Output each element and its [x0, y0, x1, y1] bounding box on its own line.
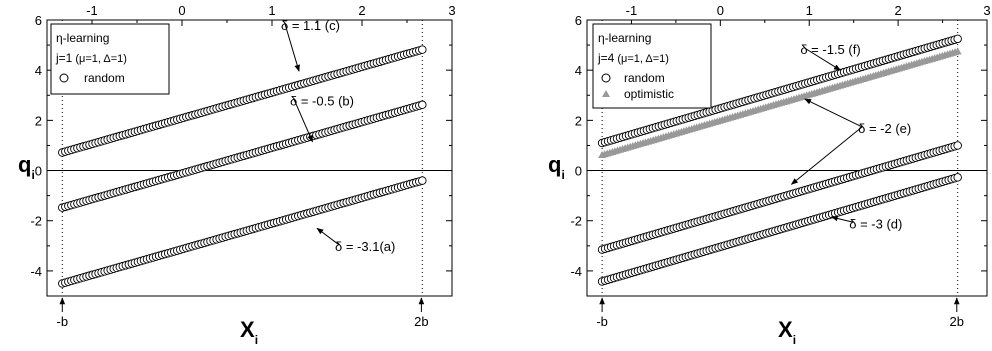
right-y-tick-label: 6 [575, 13, 582, 28]
right-x-axis-title-main: X [778, 317, 793, 342]
right-series-2 [597, 141, 962, 254]
left-top-tick-label: -1 [86, 3, 98, 18]
left-chart-panel: -4 -2 0 2 4 6 -1 0 1 2 3 -b 2b η-learning j=1 (μ=1, Δ… [18, 3, 456, 347]
left-series-0-point [418, 45, 427, 54]
right-y-tick-label: -4 [570, 264, 582, 279]
right-annotation-f-arrow [804, 47, 841, 71]
right-legend-box [592, 23, 712, 109]
right-series-3-point [953, 173, 962, 182]
right-annotation-e: δ = -2 (e) [858, 121, 911, 136]
left-annotation-b: δ = -0.5 (b) [290, 93, 354, 108]
right-y-axis-title-sub: i [561, 168, 564, 182]
left-series-1-point [418, 100, 427, 110]
left-y-axis-title-sub: i [31, 168, 34, 182]
right-top-tick-label: -1 [626, 3, 638, 18]
left-top-tick-label: 0 [178, 3, 185, 18]
right-y-axis-title-main: q [548, 152, 561, 177]
right-series-0-point [953, 34, 962, 44]
left-bottom-tick-label: -b [57, 314, 69, 329]
right-legend-optimistic-marker [602, 90, 610, 97]
left-y-tick-label: -4 [30, 264, 42, 279]
right-chart-panel: -4 -2 0 2 4 6 -1 0 1 2 3 -b 2b η-learning j=4 (μ=1, Δ… [548, 3, 991, 347]
left-y-tick-label: 6 [35, 13, 42, 28]
left-annotation-c-arrow [284, 23, 300, 72]
right-legend-title: η-learning [598, 31, 651, 45]
left-legend-j: j=1 [55, 51, 73, 65]
right-annotation-f: δ = -1.5 (f) [800, 42, 860, 57]
left-x-axis-title-sub: i [255, 333, 258, 347]
left-legend-random-marker [59, 73, 69, 83]
right-series-2-point [953, 141, 962, 150]
right-y-tick-label: -2 [570, 214, 582, 229]
left-legend-box [50, 23, 170, 95]
right-bottom-tick-label: 2b [950, 314, 964, 329]
right-annotation-d-arrow [830, 215, 854, 223]
left-top-tick-label: 2 [358, 3, 365, 18]
right-annotation-d: δ = -3 (d) [849, 216, 902, 231]
left-y-axis-title-main: q [18, 152, 31, 177]
right-x-axis-title: Xi [778, 317, 796, 347]
right-annotations: δ = -1.5 (f) δ = -2 (e) δ = -3 (d) [790, 42, 911, 231]
right-y-axis-title: qi [548, 152, 565, 182]
left-y-tick-label: 0 [35, 164, 42, 179]
right-series-1-point [953, 47, 962, 55]
left-top-tick-label: 3 [448, 3, 455, 18]
right-plot-frame [586, 19, 988, 297]
right-y-tick-label: 0 [575, 164, 582, 179]
right-legend-random-label: random [624, 71, 665, 85]
right-y-tick-label: 2 [575, 113, 582, 128]
left-annotation-a-arrow [316, 227, 340, 246]
right-series-1 [598, 47, 962, 158]
left-legend-subtitle: j=1 (μ=1, Δ=1) [55, 51, 127, 65]
left-annotation-c: δ = 1.1 (c) [281, 18, 340, 33]
right-annotation-e-arrow-upper [804, 98, 863, 128]
right-legend-optimistic-label: optimistic [624, 87, 674, 101]
left-y-tick-label: 4 [35, 63, 42, 78]
right-annotation-e-arrow-lower [790, 126, 863, 185]
left-legend-title: η-learning [56, 31, 109, 45]
left-plot-layer [47, 20, 452, 296]
left-legend: η-learning j=1 (μ=1, Δ=1) random [50, 23, 170, 95]
left-top-tick-label: 1 [268, 3, 275, 18]
left-series-0 [58, 45, 427, 157]
right-legend-subtitle: j=4 (μ=1, Δ=1) [597, 51, 669, 65]
left-x-axis-title: Xi [240, 317, 258, 347]
left-bottom-tick-label: 2b [414, 314, 428, 329]
left-series-2 [58, 176, 427, 288]
right-top-tick-label: 0 [717, 3, 724, 18]
right-x-axis-title-sub: i [793, 333, 796, 347]
right-y-tick-label: 4 [575, 63, 582, 78]
right-series-0 [597, 34, 962, 148]
left-annotation-b-arrow [293, 99, 313, 143]
right-top-tick-label: 2 [894, 3, 901, 18]
right-legend-random-marker [601, 73, 611, 83]
left-series-1 [58, 100, 427, 212]
right-axes-layer: -4 -2 0 2 4 6 -1 0 1 2 3 -b 2b [570, 3, 990, 329]
right-plot-layer [587, 20, 987, 296]
right-legend-j: j=4 [597, 51, 615, 65]
left-series-2-point [418, 176, 427, 185]
left-annotation-a: δ = -3.1(a) [335, 239, 395, 254]
right-top-tick-label: 1 [806, 3, 813, 18]
left-y-axis-title: qi [18, 152, 35, 182]
left-legend-params: (μ=1, Δ=1) [75, 53, 127, 65]
right-bottom-tick-label: -b [596, 314, 608, 329]
left-y-tick-label: 2 [35, 113, 42, 128]
left-plot-frame [46, 19, 453, 297]
right-legend: η-learning j=4 (μ=1, Δ=1) random optimist… [592, 23, 712, 109]
left-annotations: δ = 1.1 (c) δ = -0.5 (b) δ = -3.1(a) [281, 18, 395, 254]
right-top-tick-label: 3 [983, 3, 990, 18]
left-x-axis-title-main: X [240, 317, 255, 342]
right-series-3 [597, 173, 962, 286]
left-legend-random-label: random [84, 71, 125, 85]
left-y-tick-label: -2 [30, 214, 42, 229]
left-axes-layer: -4 -2 0 2 4 6 -1 0 1 2 3 -b 2b [30, 3, 455, 329]
right-legend-params: (μ=1, Δ=1) [617, 53, 669, 65]
